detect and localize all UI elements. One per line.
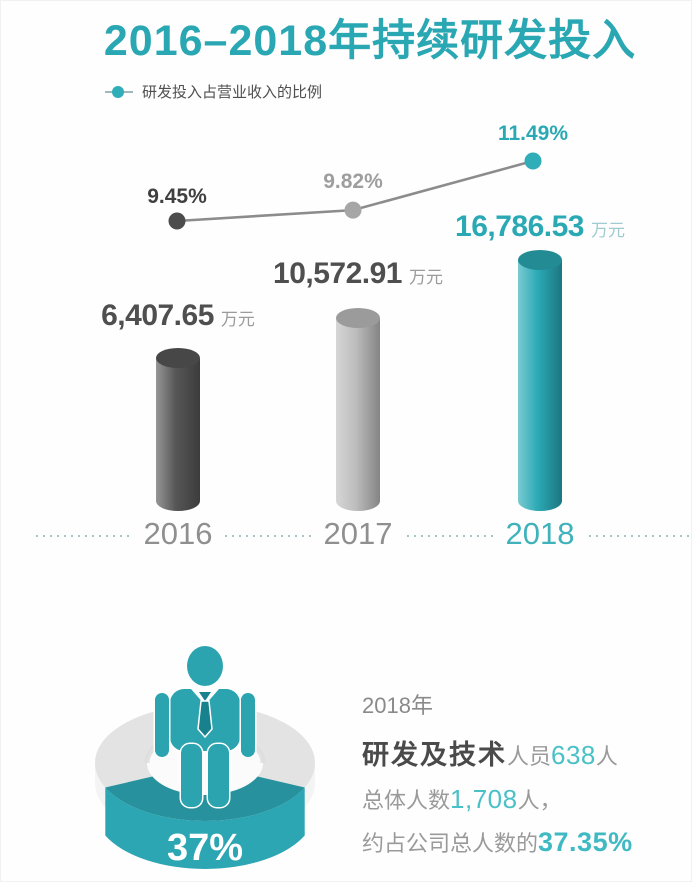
total-label: 总体人数 xyxy=(362,788,451,813)
bar-value-2018: 16,786.53 万元 xyxy=(390,210,690,244)
headcount-line-total: 总体人数 1,708 人， xyxy=(362,783,633,815)
bar-value-unit: 万元 xyxy=(590,221,625,240)
bar-value-2016: 6,407.65 万元 xyxy=(28,299,328,333)
tie-icon xyxy=(191,689,219,739)
staff-label: 人员 xyxy=(507,744,552,769)
line-point-label-2016: 9.45% xyxy=(147,185,207,208)
rd-tech-label: 研发及技术 xyxy=(362,740,507,770)
ratio-label: 约占公司总人数的 xyxy=(362,831,539,856)
headcount-donut-chart: 37% xyxy=(94,644,315,869)
person-suffix: 人， xyxy=(517,788,562,813)
person-icon xyxy=(153,644,257,809)
bar-value-2017: 10,572.91 万元 xyxy=(208,257,508,291)
headcount-year: 2018年 xyxy=(362,693,433,718)
bar-value-unit: 万元 xyxy=(408,268,443,287)
bar-value-unit: 万元 xyxy=(220,310,255,329)
legend-dot-icon xyxy=(112,85,124,98)
legend-label: 研发投入占营业收入的比例 xyxy=(142,84,323,101)
total-headcount-value: 1,708 xyxy=(450,784,518,814)
x-tick-2017: 2017 xyxy=(278,516,438,552)
x-tick-label: 2018 xyxy=(495,516,585,552)
line-series-marker-icon xyxy=(105,85,133,98)
bar-value-number: 10,572.91 xyxy=(273,257,402,290)
donut-segment-front xyxy=(105,787,305,869)
donut-segment-top xyxy=(105,776,305,821)
page-title: 2016–2018年持续研发投入 xyxy=(103,17,637,65)
donut-percent-label: 37% xyxy=(167,827,243,869)
headcount-text-block: 2018年 研发及技术 人员 638 人 总体人数 1,708 人， 约占公司总… xyxy=(362,688,633,858)
line-point-label-2018: 11.49% xyxy=(497,122,569,145)
headcount-line-ratio: 约占公司总人数的 37.35% xyxy=(362,826,633,858)
x-tick-2018: 2018 xyxy=(460,516,620,552)
bar-value-number: 6,407.65 xyxy=(101,299,214,332)
rd-headcount-value: 638 xyxy=(551,740,596,770)
headcount-line-rd: 研发及技术 人员 638 人 xyxy=(362,733,633,772)
x-tick-2016: 2016 xyxy=(98,516,258,552)
legend: 研发投入占营业收入的比例 xyxy=(105,81,322,102)
ratio-value: 37.35% xyxy=(538,827,633,857)
person-suffix: 人 xyxy=(595,744,618,769)
line-point-label-2017: 9.82% xyxy=(323,170,383,193)
x-tick-label: 2017 xyxy=(313,516,403,552)
x-tick-label: 2016 xyxy=(133,516,223,552)
bar-value-number: 16,786.53 xyxy=(455,210,584,243)
chart-canvas xyxy=(36,152,692,537)
